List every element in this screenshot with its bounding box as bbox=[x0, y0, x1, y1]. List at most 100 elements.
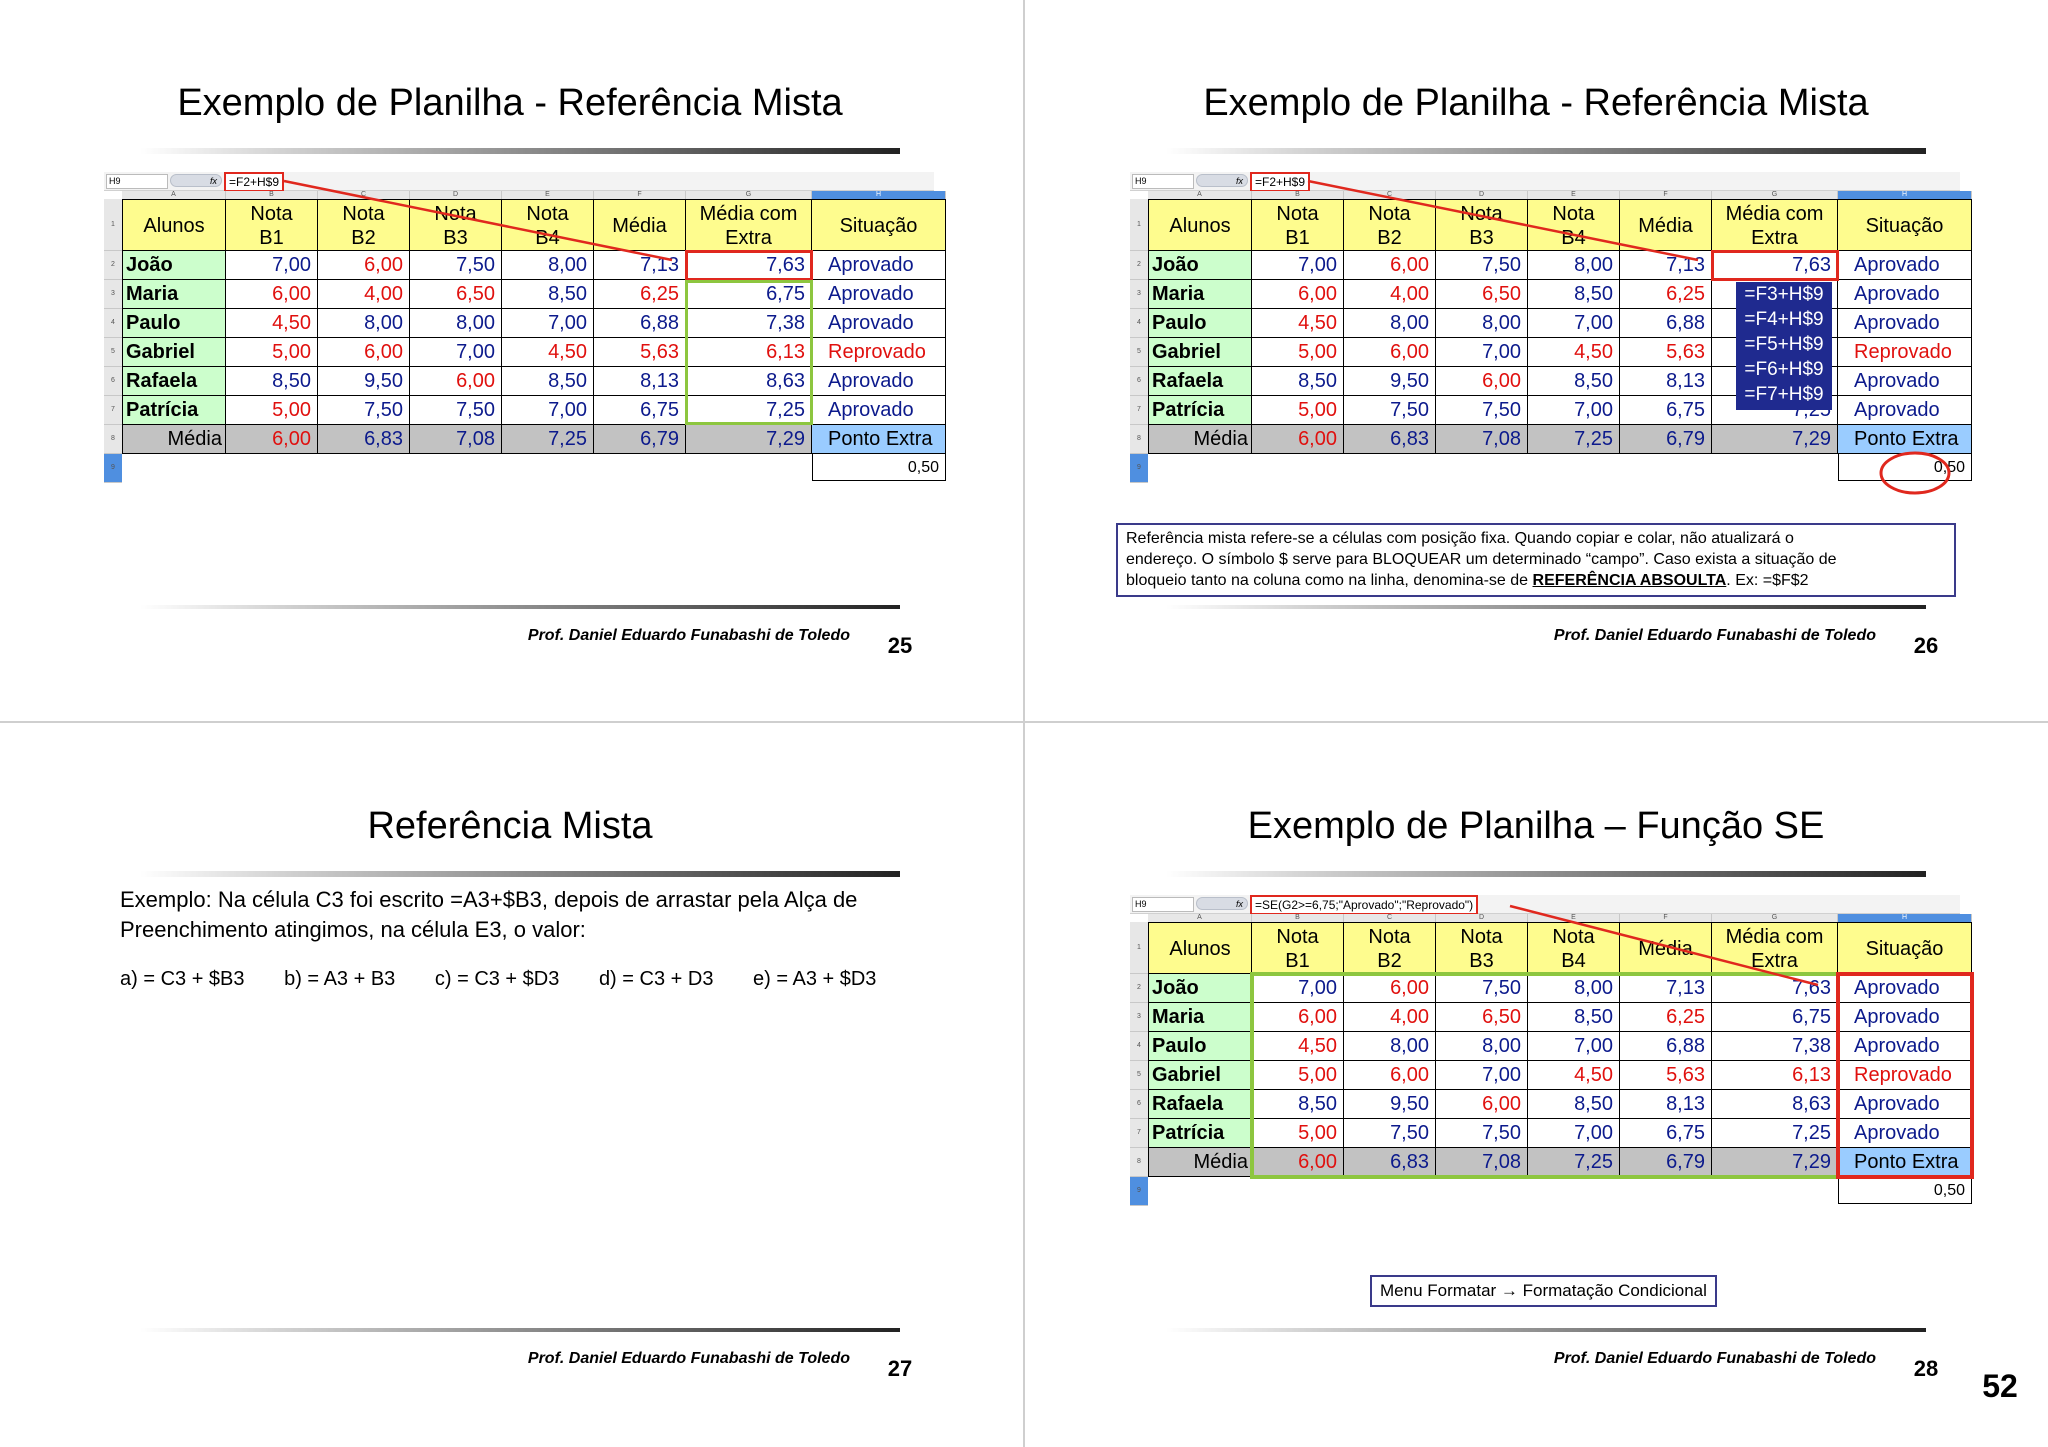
grade-cell[interactable]: 4,50 bbox=[1252, 309, 1344, 338]
grade-cell[interactable]: 7,00 bbox=[1528, 309, 1620, 338]
grade-cell[interactable]: 8,13 bbox=[594, 367, 686, 396]
grade-cell[interactable]: 5,63 bbox=[1620, 1061, 1712, 1090]
student-name-cell[interactable]: Rafaela bbox=[1148, 1090, 1252, 1119]
student-name-cell[interactable]: Patrícia bbox=[1148, 396, 1252, 425]
column-header[interactable]: G bbox=[1712, 191, 1838, 199]
grade-cell[interactable]: 8,00 bbox=[1436, 1032, 1528, 1061]
grade-cell[interactable]: 5,00 bbox=[1252, 338, 1344, 367]
grade-cell[interactable]: 7,13 bbox=[1620, 974, 1712, 1003]
status-cell[interactable]: Aprovado bbox=[1838, 396, 1972, 425]
student-name-cell[interactable]: Paulo bbox=[122, 309, 226, 338]
grade-cell[interactable]: 7,13 bbox=[1620, 251, 1712, 280]
grade-cell[interactable]: 7,00 bbox=[1436, 1061, 1528, 1090]
average-cell[interactable]: 6,00 bbox=[1252, 1148, 1344, 1177]
grade-cell[interactable]: 7,50 bbox=[318, 396, 410, 425]
grade-cell[interactable]: 8,00 bbox=[410, 309, 502, 338]
grade-cell[interactable]: 8,00 bbox=[502, 251, 594, 280]
status-cell[interactable]: Aprovado bbox=[1838, 251, 1972, 280]
average-cell[interactable]: 6,00 bbox=[226, 425, 318, 454]
average-cell[interactable]: 6,83 bbox=[318, 425, 410, 454]
column-header[interactable]: C bbox=[318, 191, 410, 199]
grade-cell[interactable]: 6,13 bbox=[686, 338, 812, 367]
grade-cell[interactable]: 7,00 bbox=[1252, 251, 1344, 280]
grade-cell[interactable]: 6,75 bbox=[594, 396, 686, 425]
student-name-cell[interactable]: Gabriel bbox=[122, 338, 226, 367]
row-header[interactable]: 6 bbox=[1130, 1090, 1148, 1119]
grade-cell[interactable]: 4,00 bbox=[318, 280, 410, 309]
grade-cell[interactable]: 8,00 bbox=[1344, 309, 1436, 338]
formula-input[interactable]: =F2+H$9 bbox=[1250, 172, 1311, 192]
average-cell[interactable]: 6,79 bbox=[1620, 425, 1712, 454]
row-header[interactable]: 3 bbox=[104, 280, 122, 309]
average-label-cell[interactable]: Média bbox=[1148, 425, 1252, 454]
grade-cell[interactable]: 7,50 bbox=[1436, 251, 1528, 280]
row-header[interactable]: 3 bbox=[1130, 280, 1148, 309]
grade-cell[interactable]: 6,00 bbox=[1252, 280, 1344, 309]
row-header[interactable]: 8 bbox=[1130, 1148, 1148, 1177]
student-name-cell[interactable]: Maria bbox=[1148, 1003, 1252, 1032]
row-header[interactable]: 8 bbox=[104, 425, 122, 454]
column-header[interactable]: B bbox=[226, 191, 318, 199]
status-cell[interactable]: Aprovado bbox=[812, 396, 946, 425]
grade-cell[interactable]: 8,50 bbox=[1252, 367, 1344, 396]
average-cell[interactable]: 7,25 bbox=[1528, 425, 1620, 454]
column-header[interactable]: E bbox=[502, 191, 594, 199]
grade-cell[interactable]: 4,50 bbox=[1528, 1061, 1620, 1090]
grade-cell[interactable]: 6,00 bbox=[1344, 251, 1436, 280]
average-cell[interactable]: 7,25 bbox=[502, 425, 594, 454]
grade-cell[interactable]: 5,63 bbox=[594, 338, 686, 367]
row-header[interactable]: 9 bbox=[1130, 1177, 1148, 1206]
grade-cell[interactable]: 6,75 bbox=[1620, 396, 1712, 425]
grade-cell[interactable]: 7,50 bbox=[1344, 396, 1436, 425]
row-header[interactable]: 2 bbox=[1130, 974, 1148, 1003]
formula-input[interactable]: =SE(G2>=6,75;"Aprovado";"Reprovado") bbox=[1250, 895, 1479, 915]
student-name-cell[interactable]: João bbox=[1148, 251, 1252, 280]
grade-cell[interactable]: 6,50 bbox=[1436, 1003, 1528, 1032]
grade-cell[interactable]: 6,50 bbox=[1436, 280, 1528, 309]
grade-cell[interactable]: 7,00 bbox=[1252, 974, 1344, 1003]
grade-cell[interactable]: 5,00 bbox=[1252, 1119, 1344, 1148]
grade-cell[interactable]: 6,25 bbox=[594, 280, 686, 309]
column-header[interactable]: F bbox=[1620, 191, 1712, 199]
status-cell[interactable]: Aprovado bbox=[1838, 1003, 1972, 1032]
grade-cell[interactable]: 6,00 bbox=[1344, 338, 1436, 367]
average-cell[interactable]: 7,08 bbox=[410, 425, 502, 454]
grade-cell[interactable]: 8,50 bbox=[1528, 280, 1620, 309]
column-header[interactable]: C bbox=[1344, 191, 1436, 199]
extra-point-cell[interactable]: 0,50 bbox=[1838, 454, 1972, 481]
student-name-cell[interactable]: Maria bbox=[122, 280, 226, 309]
average-cell[interactable]: 6,83 bbox=[1344, 425, 1436, 454]
column-header[interactable]: F bbox=[1620, 914, 1712, 922]
row-header[interactable]: 4 bbox=[104, 309, 122, 338]
column-header[interactable]: D bbox=[410, 191, 502, 199]
formula-input[interactable]: =F2+H$9 bbox=[224, 172, 285, 192]
grade-cell[interactable]: 6,00 bbox=[1344, 974, 1436, 1003]
grade-cell[interactable]: 7,50 bbox=[1436, 396, 1528, 425]
grade-cell[interactable]: 8,50 bbox=[1528, 1090, 1620, 1119]
grade-cell[interactable]: 7,00 bbox=[1528, 396, 1620, 425]
status-cell[interactable]: Aprovado bbox=[1838, 1032, 1972, 1061]
average-cell[interactable]: 6,00 bbox=[1252, 425, 1344, 454]
grade-cell[interactable]: 6,88 bbox=[1620, 309, 1712, 338]
student-name-cell[interactable]: Gabriel bbox=[1148, 1061, 1252, 1090]
grade-cell[interactable]: 6,00 bbox=[318, 338, 410, 367]
grade-cell[interactable]: 8,50 bbox=[1252, 1090, 1344, 1119]
column-header[interactable]: H bbox=[812, 191, 946, 199]
status-cell[interactable]: Reprovado bbox=[812, 338, 946, 367]
student-name-cell[interactable]: Rafaela bbox=[122, 367, 226, 396]
grade-cell[interactable]: 8,13 bbox=[1620, 1090, 1712, 1119]
row-header[interactable]: 5 bbox=[104, 338, 122, 367]
student-name-cell[interactable]: João bbox=[1148, 974, 1252, 1003]
row-header[interactable]: 8 bbox=[1130, 425, 1148, 454]
column-header[interactable]: H bbox=[1838, 914, 1972, 922]
student-name-cell[interactable]: Rafaela bbox=[1148, 367, 1252, 396]
column-header[interactable]: B bbox=[1252, 191, 1344, 199]
grade-cell[interactable]: 6,88 bbox=[594, 309, 686, 338]
grade-cell[interactable]: 6,50 bbox=[410, 280, 502, 309]
grade-cell[interactable]: 7,00 bbox=[502, 309, 594, 338]
average-cell[interactable]: 7,25 bbox=[1528, 1148, 1620, 1177]
grade-cell[interactable]: 8,13 bbox=[1620, 367, 1712, 396]
fx-icon[interactable]: fx bbox=[1196, 174, 1248, 187]
grade-cell[interactable]: 8,50 bbox=[226, 367, 318, 396]
grade-cell[interactable]: 6,00 bbox=[1344, 1061, 1436, 1090]
